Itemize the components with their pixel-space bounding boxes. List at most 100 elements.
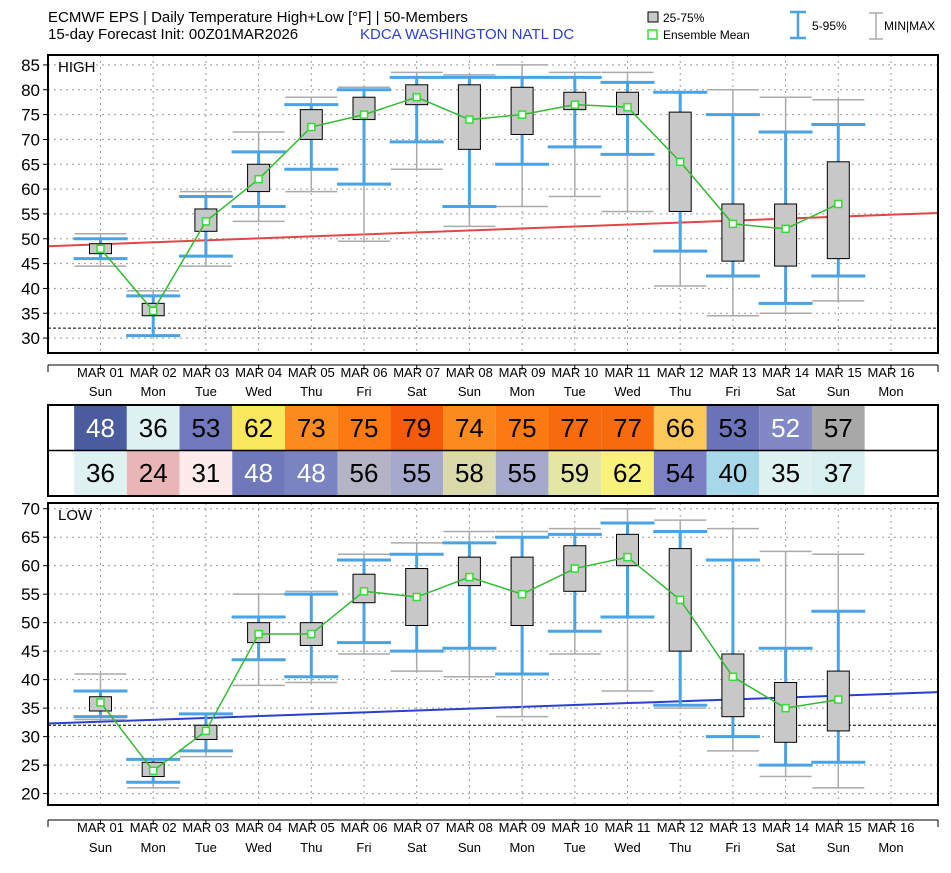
x-date-label: MAR 15 xyxy=(815,820,862,835)
high-minmax-12 xyxy=(706,89,759,317)
y-tick-label: 65 xyxy=(21,155,40,174)
low-tile-value-9: 59 xyxy=(560,458,589,488)
low-minmax-1 xyxy=(127,758,180,789)
high-tile-12 xyxy=(706,406,760,450)
x-day-label: Wed xyxy=(614,840,641,855)
y-tick-label: 80 xyxy=(21,81,40,100)
low-normal-line xyxy=(47,691,939,725)
low-whisker-6 xyxy=(389,552,444,653)
high-box-10 xyxy=(616,91,639,116)
low-whisker-1 xyxy=(126,757,181,784)
high-box-9 xyxy=(563,91,587,111)
high-whisker-13 xyxy=(758,130,813,305)
high-tile-5 xyxy=(337,406,391,450)
y-tick-label: 50 xyxy=(21,614,40,633)
x-day-label: Fri xyxy=(725,840,740,855)
station-name: KDCA WASHINGTON NATL DC xyxy=(360,26,575,43)
y-tick-label: 55 xyxy=(21,205,40,224)
x-day-label: Wed xyxy=(614,384,641,399)
low-tile-value-6: 55 xyxy=(402,458,431,488)
x-date-label: MAR 11 xyxy=(605,820,651,835)
low-box-6 xyxy=(405,568,429,627)
high-tile-value-11: 66 xyxy=(666,413,695,443)
x-day-label: Thu xyxy=(669,840,691,855)
x-date-label: MAR 02 xyxy=(130,820,177,835)
high-mean-point-10 xyxy=(623,102,632,112)
low-whisker-4 xyxy=(284,592,339,679)
low-tile-value-7: 58 xyxy=(455,458,484,488)
high-tile-3 xyxy=(232,406,285,450)
low-whisker-13 xyxy=(758,646,813,767)
high-box-11 xyxy=(668,111,692,212)
x-day-label: Tue xyxy=(195,840,217,855)
low-mean-point-4 xyxy=(307,629,316,639)
high-minmax-6 xyxy=(390,71,443,170)
high-mean-point-13 xyxy=(781,224,790,234)
high-minmax-13 xyxy=(759,96,812,315)
high-box-6 xyxy=(405,84,429,106)
low-tile-value-5: 56 xyxy=(350,458,379,488)
high-whisker-10 xyxy=(600,80,655,156)
high-minmax-2 xyxy=(179,190,232,267)
x-day-label: Thu xyxy=(300,384,322,399)
low-mean-point-9 xyxy=(570,564,580,573)
high-minmax-3 xyxy=(232,131,285,223)
high-whisker-9 xyxy=(547,75,602,149)
high-tile-14 xyxy=(811,406,865,450)
high-minmax-0 xyxy=(74,233,127,267)
low-tile-11 xyxy=(653,451,707,495)
high-box-3 xyxy=(247,163,271,193)
x-date-label: MAR 12 xyxy=(657,820,704,835)
x-day-label: Sun xyxy=(89,840,112,855)
y-tick-label: 35 xyxy=(21,699,40,718)
x-date-label: MAR 14 xyxy=(762,365,809,380)
high-mean-point-14 xyxy=(834,199,843,209)
x-date-label: MAR 03 xyxy=(182,820,229,835)
low-mean-point-7 xyxy=(465,572,474,582)
y-tick-label: 50 xyxy=(21,230,40,249)
high-tile-1 xyxy=(126,406,180,450)
high-box-12 xyxy=(721,203,745,262)
low-tile-13 xyxy=(759,451,812,495)
low-box-7 xyxy=(457,556,481,587)
low-box-11 xyxy=(668,548,692,652)
y-tick-label: 25 xyxy=(21,756,40,775)
y-tick-label: 30 xyxy=(21,728,40,747)
high-box-7 xyxy=(457,84,481,150)
high-box-8 xyxy=(510,86,534,135)
x-day-label: Sat xyxy=(407,840,427,855)
x-day-label: Wed xyxy=(245,840,272,855)
high-tile-value-7: 74 xyxy=(455,413,484,443)
y-tick-label: 60 xyxy=(21,557,40,576)
x-day-label: Sun xyxy=(89,384,112,399)
low-tile-7 xyxy=(443,451,496,495)
high-tile-value-13: 52 xyxy=(771,413,800,443)
y-tick-label: 20 xyxy=(21,785,40,804)
high-minmax-14 xyxy=(812,98,865,302)
high-mean-point-4 xyxy=(307,122,316,132)
y-tick-label: 45 xyxy=(21,255,40,274)
x-date-label: MAR 08 xyxy=(446,365,493,380)
high-tile-value-6: 79 xyxy=(402,413,431,443)
high-tile-value-1: 36 xyxy=(139,413,168,443)
low-box-2 xyxy=(194,724,218,740)
high-whisker-0 xyxy=(73,237,128,261)
x-date-label: MAR 01 xyxy=(77,820,124,835)
low-tile-2 xyxy=(179,451,233,495)
low-tile-value-0: 36 xyxy=(86,458,115,488)
low-minmax-5 xyxy=(338,553,390,655)
low-whisker-3 xyxy=(231,615,286,662)
low-tile-value-8: 55 xyxy=(508,458,537,488)
high-normal-line xyxy=(47,211,939,248)
low-minmax-2 xyxy=(179,713,232,758)
x-day-label: Tue xyxy=(564,384,586,399)
chart-title: ECMWF EPS | Daily Temperature High+Low [… xyxy=(48,9,468,26)
high-mean-point-9 xyxy=(570,100,580,109)
high-tile-value-3: 62 xyxy=(244,413,273,443)
y-tick-label: 85 xyxy=(21,56,40,75)
high-mean-point-12 xyxy=(728,219,738,229)
high-tile-10 xyxy=(601,406,654,450)
high-box-4 xyxy=(299,109,323,140)
low-panel: 20 25 30 35 40 45 50 55 60 65 70 LOW MAR 01 Sun MAR 02… xyxy=(21,500,939,855)
